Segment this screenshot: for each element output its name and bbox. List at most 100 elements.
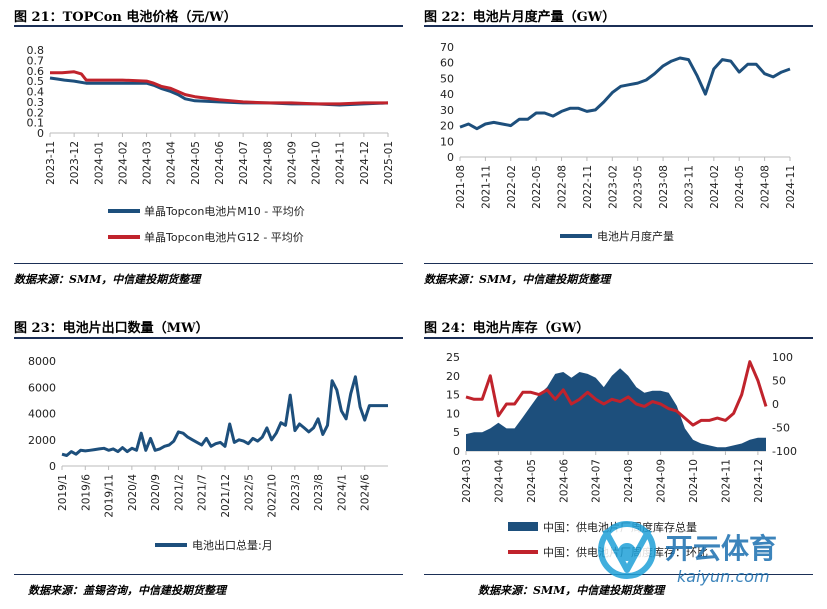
watermark-text: 开云体育: [665, 532, 777, 565]
p21-legend-label-0: 单晶Topcon电池片M10 - 平均价: [144, 205, 305, 218]
p24-xtick-2: 2024-05: [526, 459, 538, 503]
p23-legend-label-0: 电池出口总量:月: [192, 538, 273, 552]
chart-title-22: 图 22：电池片月度产量（GW）: [424, 10, 616, 25]
p21-ytick-2: 0.2: [27, 106, 45, 119]
p22-ytick-0: 0: [447, 151, 454, 164]
watermark: 开云体育 kaiyun.com: [565, 512, 815, 592]
p23-xtick-7: 2021/12: [220, 474, 232, 518]
p22-xtick-13: 2024-11: [785, 165, 797, 209]
source-note-22: 数据来源：SMM，中信建投期货整理: [424, 273, 611, 286]
p21-ytick-5: 0.5: [27, 75, 45, 88]
p24-xtick-5: 2024-08: [623, 459, 635, 503]
p22-xtick-5: 2022-11: [582, 165, 594, 209]
p22-ytick-1: 10: [440, 135, 454, 148]
p21-ytick-6: 0.6: [27, 65, 45, 78]
p21-ytick-7: 0.7: [27, 54, 45, 67]
p22-xtick-6: 2023-02: [607, 165, 619, 209]
p23-series-line-0: [61, 375, 388, 457]
p22-xtick-4: 2022-08: [557, 165, 569, 209]
p24-ytick-3: 15: [446, 389, 460, 402]
p22-series-line-0: [459, 56, 791, 131]
p21-xtick-10: 2024-09: [286, 141, 298, 185]
p21-ytick-8: 0.8: [27, 44, 45, 57]
p24-xtick-1: 2024-04: [493, 459, 505, 503]
title-rule-23: [14, 337, 403, 339]
chart-title-24: 图 24：电池片库存（GW）: [424, 321, 590, 336]
p24-xtick-0: 2024-03: [461, 459, 473, 503]
title-rule-21: [14, 25, 403, 27]
bottom-rule-22: [424, 263, 813, 264]
p22-ytick-5: 50: [440, 72, 454, 85]
p24-ytick-right-1: -50: [772, 422, 790, 435]
p23-xtick-3: 2020/4: [127, 474, 139, 511]
p23-xtick-11: 2023/8: [313, 474, 325, 511]
p21-xtick-2: 2024-01: [93, 141, 105, 185]
p24-ytick-5: 25: [446, 351, 460, 364]
p24-series-line-1: [465, 360, 768, 427]
p21-xtick-14: 2025-01: [383, 141, 395, 185]
p24-xtick-4: 2024-07: [591, 459, 603, 503]
source-note-24: 数据来源：SMM，中信建投期货整理: [478, 584, 665, 597]
source-note-23: 数据来源：盖锡咨询，中信建投期货整理: [28, 584, 226, 597]
p22-ytick-6: 60: [440, 57, 454, 70]
p24-xtick-6: 2024-09: [656, 459, 668, 503]
p24-legend-swatch-0: [508, 522, 538, 531]
p24-ytick-right-2: 0: [772, 398, 779, 411]
p24-xtick-8: 2024-11: [720, 459, 732, 503]
p24-ytick-4: 20: [446, 370, 460, 383]
p21-xtick-0: 2023-11: [45, 141, 57, 185]
p22-ytick-2: 20: [440, 120, 454, 133]
p21-xtick-4: 2024-03: [142, 141, 154, 185]
p21-legend-label-1: 单晶Topcon电池片G12 - 平均价: [144, 231, 304, 244]
p24-xtick-7: 2024-10: [688, 459, 700, 503]
p23-xtick-6: 2021/7: [197, 474, 209, 511]
p21-xtick-6: 2024-05: [190, 141, 202, 185]
p22-xtick-1: 2021-11: [480, 165, 492, 209]
p22-ytick-3: 30: [440, 104, 454, 117]
p22-xtick-3: 2022-05: [531, 165, 543, 209]
p21-ytick-4: 0.4: [27, 86, 45, 99]
p23-ytick-3: 6000: [28, 381, 56, 394]
chart-title-23: 图 23：电池片出口数量（MW）: [14, 321, 209, 336]
p22-xtick-9: 2023-11: [683, 165, 695, 209]
p22-xtick-11: 2024-05: [734, 165, 746, 209]
p21-xtick-13: 2024-12: [359, 141, 371, 185]
p22-xtick-8: 2023-08: [658, 165, 670, 209]
p21-xtick-12: 2024-11: [335, 141, 347, 185]
p23-xtick-13: 2024/6: [360, 474, 372, 511]
bottom-rule-23: [14, 574, 403, 575]
p24-xtick-9: 2024-12: [753, 459, 765, 503]
p24-ytick-right-0: -100: [772, 445, 797, 458]
p22-legend-label-0: 电池片月度产量: [597, 229, 674, 243]
source-note-21: 数据来源：SMM，中信建投期货整理: [14, 273, 201, 286]
p23-xtick-10: 2023/3: [290, 474, 302, 511]
p21-xtick-3: 2024-02: [117, 141, 129, 185]
p22-xtick-2: 2022-02: [506, 165, 518, 209]
p22-xtick-12: 2024-08: [760, 165, 772, 209]
p24-series-area-0: [466, 368, 766, 451]
p21-xtick-7: 2024-06: [214, 141, 226, 185]
p21-ytick-0: 0: [37, 127, 44, 140]
p22-xtick-0: 2021-08: [455, 165, 467, 209]
p23-ytick-0: 0: [49, 460, 56, 473]
bottom-rule-21: [14, 263, 403, 264]
p24-ytick-right-3: 50: [772, 375, 786, 388]
p22-xtick-10: 2024-02: [709, 165, 721, 209]
p22-ytick-7: 70: [440, 41, 454, 54]
p23-xtick-12: 2024/1: [336, 474, 348, 511]
p21-xtick-1: 2023-12: [69, 141, 81, 185]
p24-ytick-2: 10: [446, 407, 460, 420]
p21-ytick-1: 0.1: [27, 117, 45, 130]
p24-ytick-0: 0: [453, 445, 460, 458]
title-rule-24: [424, 337, 813, 339]
p22-xtick-7: 2023-05: [633, 165, 645, 209]
p21-xtick-9: 2024-08: [262, 141, 274, 185]
p23-xtick-4: 2020/9: [150, 474, 162, 511]
p21-xtick-8: 2024-07: [238, 141, 250, 185]
p24-ytick-right-4: 100: [772, 351, 793, 364]
p23-xtick-1: 2019/6: [80, 474, 92, 511]
p23-xtick-0: 2019/1: [57, 474, 69, 511]
watermark-logo-icon: [598, 521, 656, 579]
p24-xtick-3: 2024-06: [558, 459, 570, 503]
